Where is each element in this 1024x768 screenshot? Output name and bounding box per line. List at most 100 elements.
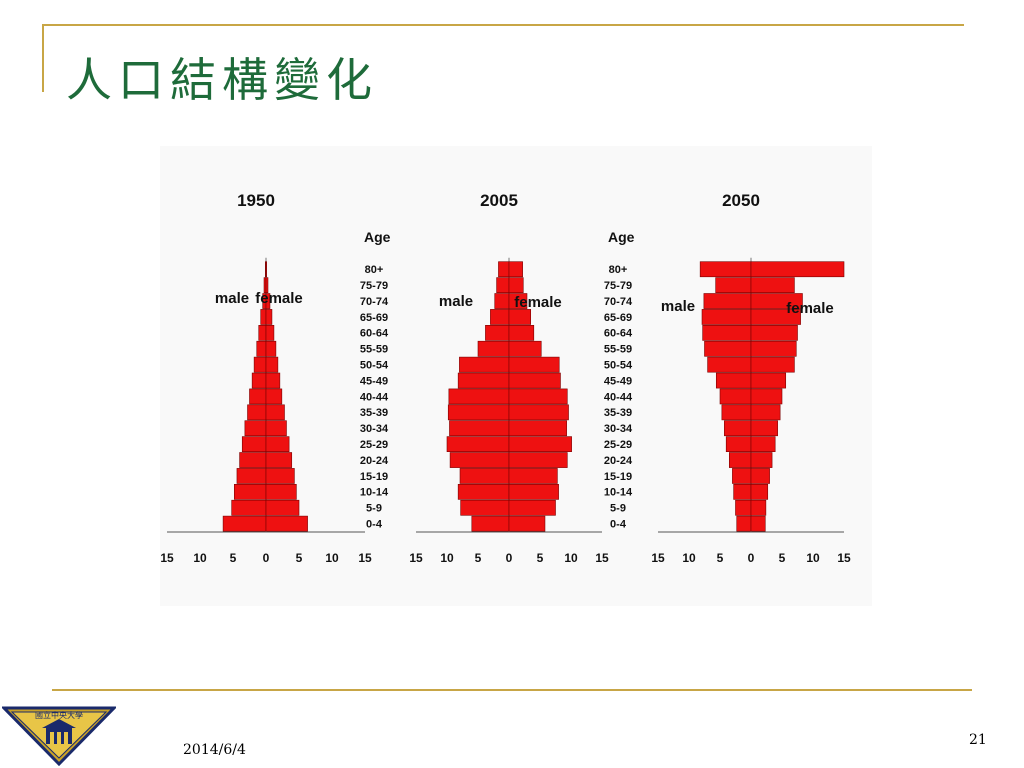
bar-male-45-49: [715, 372, 752, 389]
age-label: 65-69: [604, 312, 632, 324]
bar-female-40-44: [750, 388, 783, 405]
x-tick-label: 15: [409, 551, 423, 565]
x-tick-label: 10: [806, 551, 820, 565]
age-label: 75-79: [360, 280, 388, 292]
bar-male-15-19: [732, 468, 752, 484]
male-label: male: [439, 293, 473, 310]
population-pyramids-svg: 1950 15 10 5 0 5 10 15 male female 2005 15 10 5 0 5 10 15…: [160, 191, 851, 565]
female-label: female: [514, 294, 562, 311]
bar-female-15-19: [508, 468, 558, 484]
age-label: 50-54: [360, 360, 389, 372]
bar-female-45-49: [265, 372, 281, 389]
bar-female-35-39: [265, 404, 285, 421]
x-tick-label: 10: [325, 551, 339, 565]
age-axis-2050: Age 0-4 5-9 10-14 15-19 20-24 25-29 30-34 35-39 4…: [604, 229, 635, 531]
bar-male-20-24: [728, 452, 752, 468]
bar-female-0-4: [750, 515, 766, 532]
x-tick-label: 10: [564, 551, 578, 565]
bar-female-65-69: [750, 309, 801, 325]
bar-female-80+: [508, 261, 523, 278]
age-label: 80+: [609, 264, 628, 276]
age-label: 20-24: [360, 455, 389, 467]
bar-female-20-24: [750, 452, 773, 468]
bar-male-75-79: [496, 277, 510, 294]
bar-female-60-64: [508, 325, 535, 341]
age-label: 50-54: [604, 360, 633, 372]
bar-female-5-9: [265, 499, 300, 516]
bar-male-0-4: [471, 515, 510, 532]
bar-female-60-64: [750, 325, 798, 341]
slide-title: 人口結構變化: [66, 53, 378, 107]
bar-male-60-64: [485, 325, 510, 341]
bar-female-15-19: [265, 468, 295, 484]
age-label: 75-79: [604, 280, 632, 292]
bar-male-5-9: [735, 499, 752, 516]
x-tick-label: 5: [717, 551, 724, 565]
age-label: 5-9: [366, 503, 382, 515]
bar-male-35-39: [447, 404, 510, 421]
bar-male-10-14: [234, 483, 267, 500]
bar-male-70-74: [703, 293, 752, 309]
bar-female-40-44: [508, 388, 568, 405]
x-tick-label: 15: [651, 551, 665, 565]
bar-female-20-24: [508, 452, 568, 468]
age-label: 25-29: [604, 439, 632, 451]
x-tick-label: 15: [595, 551, 609, 565]
x-tick-label: 0: [748, 551, 755, 565]
age-label: 20-24: [604, 455, 633, 467]
age-label: 40-44: [360, 391, 389, 403]
bar-female-55-59: [750, 340, 797, 357]
bar-male-60-64: [258, 325, 267, 341]
age-axis-1950: Age 0-4 5-9 10-14 15-19 20-24 25-29 30-34 35-39 4…: [360, 229, 391, 531]
age-label: 70-74: [360, 296, 389, 308]
age-label: 15-19: [604, 471, 632, 483]
bar-male-60-64: [702, 325, 752, 341]
age-label: 30-34: [604, 423, 633, 435]
bar-female-55-59: [508, 340, 542, 357]
bar-female-35-39: [750, 404, 781, 421]
x-tick-label: 5: [779, 551, 786, 565]
bar-male-65-69: [701, 309, 752, 325]
bar-male-75-79: [715, 277, 752, 294]
bar-female-50-54: [508, 356, 560, 373]
age-label: 25-29: [360, 439, 388, 451]
bar-male-55-59: [256, 340, 267, 357]
bar-male-10-14: [457, 483, 510, 500]
male-label: male: [661, 298, 695, 315]
x-tick-label: 0: [263, 551, 270, 565]
bar-female-30-34: [265, 420, 287, 437]
bar-male-40-44: [448, 388, 510, 405]
bar-male-80+: [699, 261, 752, 278]
bar-female-60-64: [265, 325, 275, 341]
age-label: 35-39: [360, 407, 388, 419]
bar-male-15-19: [459, 468, 510, 484]
logo-text: 國立中央大學: [35, 710, 83, 720]
age-label: 55-59: [360, 344, 388, 356]
bar-male-50-54: [253, 356, 267, 373]
bar-female-45-49: [750, 372, 787, 389]
x-tick-label: 5: [537, 551, 544, 565]
age-label: 40-44: [604, 391, 633, 403]
bar-female-25-29: [265, 436, 290, 453]
title-accent-bar: [42, 24, 44, 92]
university-logo: 國立中央大學: [2, 706, 116, 766]
bar-female-20-24: [265, 452, 293, 468]
bar-female-0-4: [508, 515, 546, 532]
x-tick-label: 10: [682, 551, 696, 565]
bar-male-70-74: [494, 293, 510, 309]
x-tick-label: 15: [358, 551, 372, 565]
top-accent-line: [42, 24, 964, 26]
footer-accent-line: [52, 689, 972, 691]
age-label: 45-49: [604, 375, 632, 387]
age-label: 35-39: [604, 407, 632, 419]
age-label: 5-9: [610, 503, 626, 515]
bar-male-5-9: [231, 499, 267, 516]
bar-female-70-74: [265, 293, 271, 309]
age-label: 0-4: [366, 519, 383, 531]
bar-female-75-79: [508, 277, 524, 294]
bar-male-65-69: [260, 309, 267, 325]
bar-male-80+: [498, 261, 510, 278]
bar-male-15-19: [236, 468, 267, 484]
age-label: 30-34: [360, 423, 389, 435]
bar-male-65-69: [490, 309, 510, 325]
